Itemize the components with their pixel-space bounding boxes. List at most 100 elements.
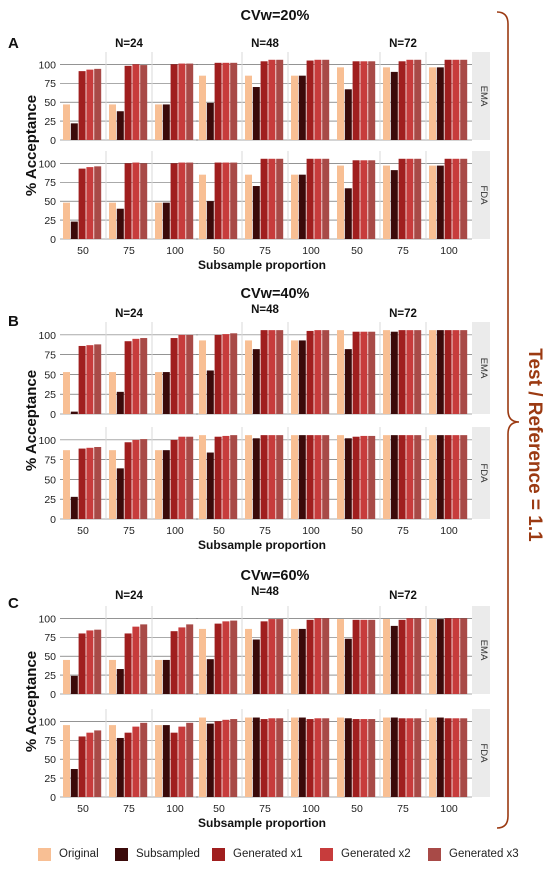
y-tick-label: 0 (50, 689, 56, 701)
bar (260, 330, 268, 414)
bar (398, 158, 406, 239)
bar (206, 370, 214, 414)
x-tick-label: 50 (77, 803, 89, 815)
bar (344, 718, 352, 797)
facet-n24 (60, 151, 198, 240)
y-tick-label: 50 (44, 474, 56, 486)
brace-path (496, 11, 520, 829)
bar (252, 717, 260, 797)
bar (436, 717, 444, 797)
bar (124, 163, 132, 239)
bar (322, 59, 330, 140)
bar (322, 330, 330, 414)
bar (406, 435, 414, 519)
bar (155, 659, 162, 694)
bar (360, 331, 368, 414)
bar (436, 330, 444, 414)
bar (245, 340, 252, 414)
y-tick-label: 75 (44, 177, 56, 189)
x-tick-label: 100 (302, 525, 320, 537)
bar (162, 659, 170, 694)
bar (178, 436, 186, 519)
bar (140, 65, 148, 140)
bar (414, 330, 422, 414)
bar (252, 349, 260, 414)
bar (383, 717, 390, 797)
x-tick-label: 75 (259, 803, 271, 815)
bar (78, 168, 86, 239)
bar (268, 330, 276, 414)
bar (162, 202, 170, 239)
bar (306, 60, 314, 141)
bar (322, 718, 330, 797)
bar (452, 435, 460, 519)
x-tick-label: 100 (440, 803, 458, 815)
bar (406, 618, 414, 694)
bar (337, 67, 344, 140)
bar (260, 719, 268, 797)
bar (214, 334, 222, 414)
bar (291, 174, 298, 239)
bar (222, 719, 230, 797)
bar (109, 659, 116, 694)
x-axis-label: Subsample proportion (198, 816, 326, 830)
bar (63, 372, 70, 414)
bar (109, 725, 116, 797)
panel-letter: A (8, 35, 19, 52)
bar (260, 435, 268, 519)
row-strip (472, 709, 490, 797)
bar (444, 718, 452, 797)
bar (124, 633, 132, 694)
bar (398, 619, 406, 694)
bar (298, 340, 306, 414)
row-fda: 0 25 50 75 100 FDA (38, 151, 490, 246)
bar (344, 349, 352, 414)
legend-swatch (38, 847, 51, 861)
bar (78, 633, 86, 694)
bar (214, 62, 222, 141)
bar (124, 65, 132, 140)
bar (245, 628, 252, 694)
x-tick-label: 100 (166, 803, 184, 815)
bar (245, 75, 252, 140)
bar (170, 338, 178, 414)
bar (116, 468, 124, 519)
bar (124, 442, 132, 519)
bar (390, 331, 398, 414)
legend-label: Subsampled (136, 848, 200, 860)
bar (276, 718, 284, 797)
right-side-label: Test / Reference = 1.1 (524, 348, 545, 542)
facet-n24 (60, 322, 198, 415)
x-tick-label: 100 (440, 525, 458, 537)
bar (268, 59, 276, 140)
bar (352, 331, 360, 414)
bar (245, 717, 252, 797)
bar (268, 718, 276, 797)
bar (199, 628, 206, 694)
bar (429, 435, 436, 519)
bar (398, 61, 406, 140)
y-tick-label: 50 (44, 754, 56, 766)
legend-label: Original (59, 848, 99, 860)
bar (140, 163, 148, 239)
y-tick-label: 25 (44, 389, 56, 401)
y-tick-label: 100 (38, 435, 56, 447)
bar (140, 722, 148, 797)
bar (132, 726, 140, 797)
bar (178, 726, 186, 797)
bar (291, 75, 298, 140)
bar (155, 450, 162, 519)
bar (452, 330, 460, 414)
y-tick-label: 50 (44, 97, 56, 109)
bar (390, 71, 398, 140)
bar (414, 158, 422, 239)
legend-label: Generated x3 (449, 848, 519, 860)
facet-label: N=24 (115, 308, 143, 320)
row-strip (472, 606, 490, 694)
y-tick-label: 25 (44, 116, 56, 128)
row-ema: 0 25 50 75 100 EMA (38, 322, 490, 421)
bar (298, 628, 306, 694)
bar (314, 158, 322, 239)
bar (452, 158, 460, 239)
bar (78, 736, 86, 797)
